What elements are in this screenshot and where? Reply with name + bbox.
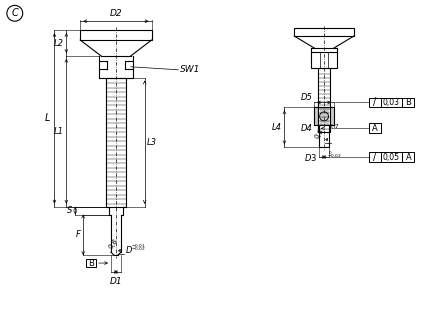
Text: H7: H7 xyxy=(330,124,339,129)
Text: C: C xyxy=(11,8,18,18)
Text: L4: L4 xyxy=(272,123,282,132)
Text: 0,03: 0,03 xyxy=(383,98,400,107)
Bar xyxy=(314,107,334,125)
Text: 0,8: 0,8 xyxy=(107,237,119,250)
Text: L2: L2 xyxy=(53,39,63,48)
Text: 0,8: 0,8 xyxy=(313,127,325,140)
Text: A: A xyxy=(405,152,411,162)
Text: /: / xyxy=(373,152,376,162)
Bar xyxy=(402,98,414,107)
Bar xyxy=(402,152,414,162)
Text: D1: D1 xyxy=(109,277,122,286)
Text: D2: D2 xyxy=(109,9,122,18)
Bar xyxy=(80,30,152,40)
Text: SW1: SW1 xyxy=(181,65,201,74)
Bar xyxy=(381,98,402,107)
Text: B: B xyxy=(88,259,94,268)
Text: S: S xyxy=(67,206,72,215)
Text: /: / xyxy=(373,98,376,107)
Text: F: F xyxy=(75,230,80,239)
Text: $^{\ 0}_{-0.02}$: $^{\ 0}_{-0.02}$ xyxy=(327,150,342,160)
Text: A: A xyxy=(372,124,378,133)
Text: D4: D4 xyxy=(300,124,312,133)
Text: L1: L1 xyxy=(53,127,63,136)
Text: $D$: $D$ xyxy=(125,244,133,255)
Bar xyxy=(369,123,381,133)
Bar xyxy=(381,152,402,162)
Bar xyxy=(106,78,126,207)
Bar xyxy=(294,28,354,36)
Text: B: B xyxy=(405,98,411,107)
Text: L: L xyxy=(45,113,51,123)
Bar xyxy=(311,52,337,68)
Text: 0,05: 0,05 xyxy=(383,152,400,162)
Bar xyxy=(86,259,96,267)
Bar xyxy=(369,98,381,107)
Bar xyxy=(369,152,381,162)
Text: $^{-0.01}_{-0.02}$: $^{-0.01}_{-0.02}$ xyxy=(131,242,146,253)
Bar xyxy=(318,68,330,132)
Text: L3: L3 xyxy=(146,138,157,147)
Text: $D3$: $D3$ xyxy=(304,152,317,163)
Text: D5: D5 xyxy=(300,93,312,101)
